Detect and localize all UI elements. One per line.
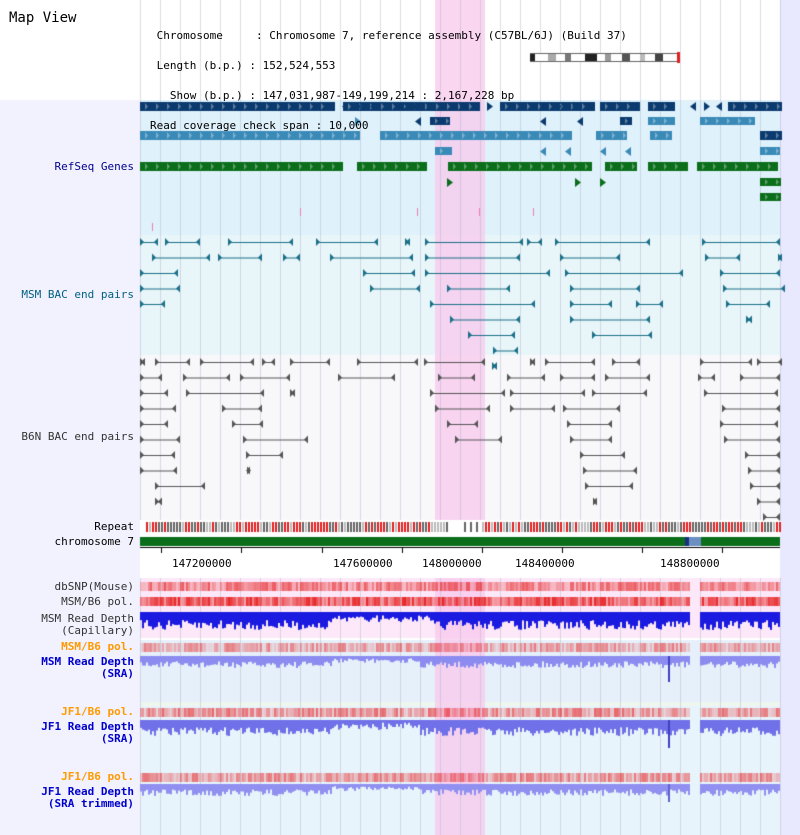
axis-tick-label: 148400000: [515, 557, 575, 570]
page-title: Map View: [9, 10, 77, 26]
track-label-chromosome[interactable]: chromosome 7: [54, 535, 134, 548]
track-label-repeat[interactable]: Repeat: [94, 520, 134, 533]
axis-tick-label: 147200000: [172, 557, 232, 570]
chromosome-ideogram[interactable]: [530, 53, 680, 62]
axis-tick-label: 148000000: [422, 557, 482, 570]
position-axis: 147200000 147600000 148000000 148400000 …: [0, 558, 800, 572]
track-label-refseq[interactable]: RefSeq Genes: [54, 160, 134, 173]
track-label-jf1-depth-trimmed[interactable]: JF1 Read Depth (SRA trimmed): [41, 785, 134, 810]
track-label-msm-bac[interactable]: MSM BAC end pairs: [21, 288, 134, 301]
track-label-jf1-b6-pol-trim[interactable]: JF1/B6 pol.: [61, 770, 134, 783]
axis-tick-label: 147600000: [333, 557, 393, 570]
track-label-jf1-b6-pol[interactable]: JF1/B6 pol.: [61, 705, 134, 718]
track-label-msm-b6-pol-sra[interactable]: MSM/B6 pol.: [61, 640, 134, 653]
info-length: Length (b.p.) : 152,524,553: [150, 59, 336, 72]
track-label-dbsnp[interactable]: dbSNP(Mouse): [54, 580, 134, 593]
track-label-jf1-depth-sra[interactable]: JF1 Read Depth (SRA): [41, 720, 134, 745]
track-label-msm-depth-capillary[interactable]: MSM Read Depth (Capillary): [41, 612, 134, 637]
info-show: Show (b.p.) : 147,031,987-149,199,214 : …: [150, 89, 515, 102]
info-chromosome: Chromosome : Chromosome 7, reference ass…: [150, 29, 627, 42]
track-label-msm-depth-sra[interactable]: MSM Read Depth (SRA): [41, 655, 134, 680]
chromosome-info: Chromosome : Chromosome 7, reference ass…: [150, 11, 627, 151]
track-label-msm-b6-pol[interactable]: MSM/B6 pol.: [61, 595, 134, 608]
info-read-coverage: Read coverage check span : 10,000: [150, 119, 369, 132]
axis-tick-label: 148800000: [660, 557, 720, 570]
track-label-b6n-bac[interactable]: B6N BAC end pairs: [21, 430, 134, 443]
